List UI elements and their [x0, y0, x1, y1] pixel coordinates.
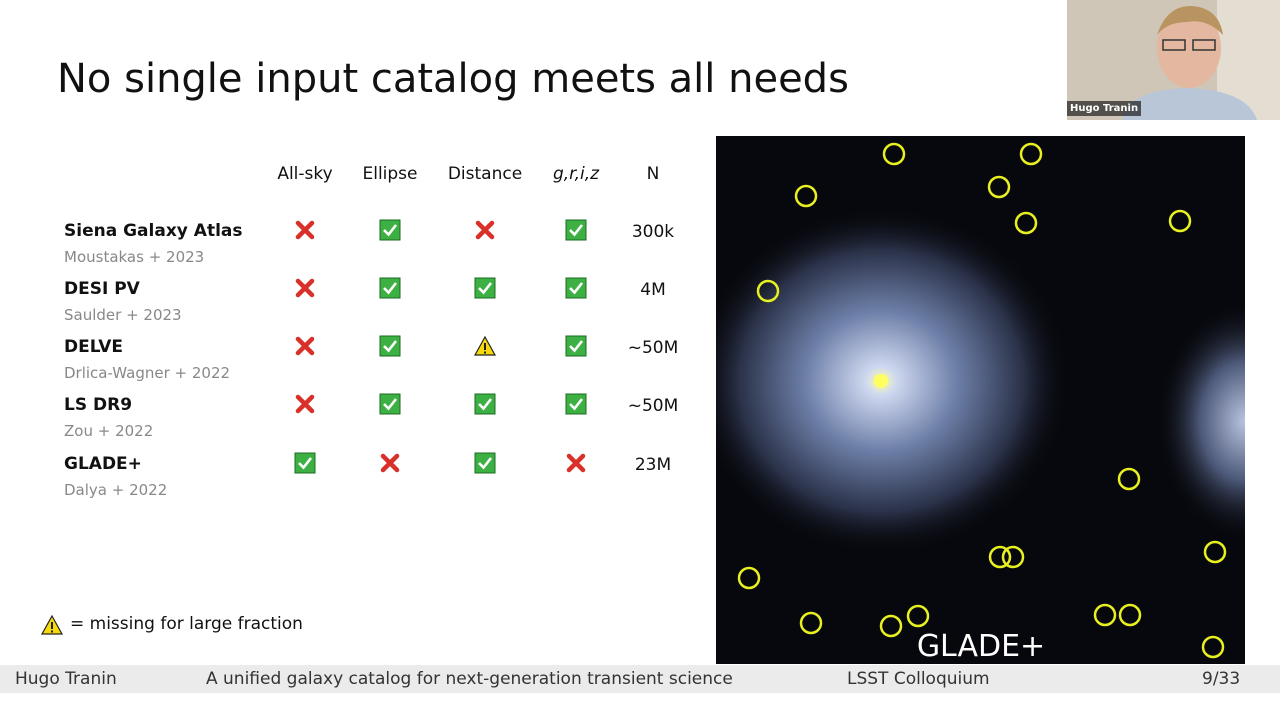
legend-text: = missing for large fraction	[70, 614, 303, 634]
column-header: g,r,i,z	[552, 164, 600, 184]
status-icon	[294, 393, 316, 419]
catalog-size: ~50M	[627, 396, 679, 416]
catalog-ref: Dalya + 2022	[64, 481, 168, 499]
warning-icon	[40, 614, 64, 635]
catalog-size: ~50M	[627, 338, 679, 358]
webcam-scene	[1067, 0, 1280, 120]
column-header: N	[646, 164, 660, 184]
catalog-size: 4M	[640, 280, 666, 300]
galaxy-image: GLADE+	[716, 136, 1245, 664]
status-icon	[565, 335, 587, 361]
column-header: Distance	[447, 164, 523, 184]
footer-bar: Hugo Tranin A unified galaxy catalog for…	[0, 665, 1280, 693]
footer-page: 9/33	[1202, 669, 1241, 689]
status-icon	[294, 452, 316, 478]
status-icon	[565, 452, 587, 478]
status-icon	[379, 393, 401, 419]
status-icon	[474, 277, 496, 303]
footer-talk: A unified galaxy catalog for next-genera…	[206, 669, 733, 689]
catalog-size: 300k	[631, 222, 675, 242]
catalog-ref: Saulder + 2023	[64, 306, 182, 324]
catalog-name: GLADE+	[64, 454, 142, 474]
footer-author: Hugo Tranin	[15, 669, 117, 689]
status-icon	[379, 277, 401, 303]
status-icon	[294, 335, 316, 361]
status-icon	[565, 219, 587, 245]
catalog-ref: Drlica-Wagner + 2022	[64, 364, 231, 382]
catalog-name: DESI PV	[64, 279, 140, 299]
footer-venue: LSST Colloquium	[847, 669, 990, 689]
video-name: Hugo Tranin	[1067, 101, 1142, 116]
catalog-name: DELVE	[64, 337, 123, 357]
image-label: GLADE+	[917, 629, 1045, 664]
status-icon	[379, 335, 401, 361]
slide-title: No single input catalog meets all needs	[57, 56, 849, 102]
status-icon	[379, 219, 401, 245]
status-icon	[474, 219, 496, 245]
webcam-video: Hugo Tranin	[1067, 0, 1280, 120]
status-icon	[474, 452, 496, 478]
status-icon	[379, 452, 401, 478]
catalog-name: LS DR9	[64, 395, 133, 415]
column-header: All-sky	[277, 164, 333, 184]
status-icon	[474, 393, 496, 419]
catalog-ref: Moustakas + 2023	[64, 248, 205, 266]
status-icon	[294, 277, 316, 303]
column-header: Ellipse	[362, 164, 418, 184]
status-icon	[565, 393, 587, 419]
status-icon	[565, 277, 587, 303]
catalog-name: Siena Galaxy Atlas	[64, 221, 243, 241]
status-icon	[473, 335, 497, 361]
catalog-ref: Zou + 2022	[64, 422, 154, 440]
catalog-size: 23M	[634, 455, 672, 475]
status-icon	[294, 219, 316, 245]
